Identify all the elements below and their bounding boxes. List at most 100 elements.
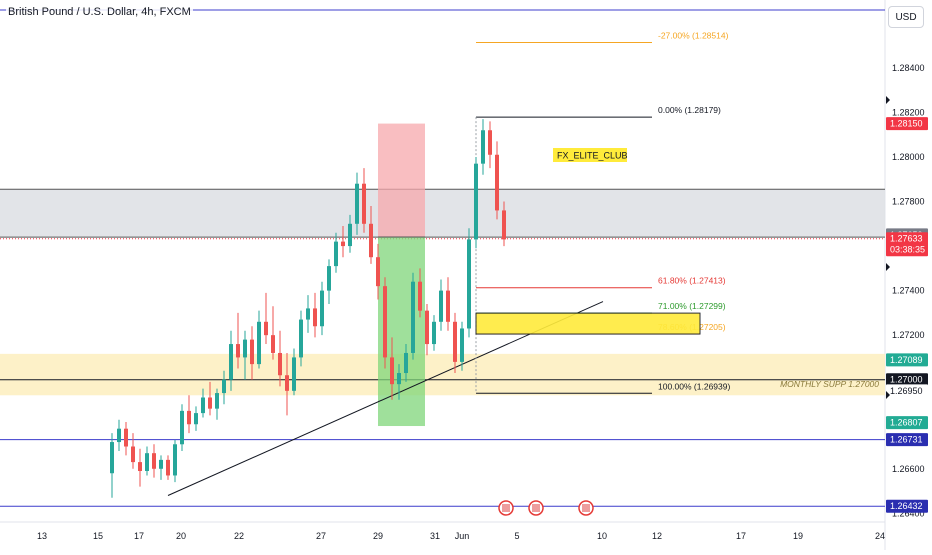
price-tick-label: 1.27800 (892, 197, 925, 207)
candle-body (166, 459, 170, 476)
candle-body (187, 410, 191, 425)
candle-body (110, 442, 114, 474)
candle-body (271, 335, 275, 353)
candle-body (425, 310, 429, 345)
price-tick-label: 1.28400 (892, 63, 925, 73)
price-tag (886, 433, 928, 447)
price-tag (886, 416, 928, 430)
candle-body (306, 308, 310, 320)
candle-body (159, 459, 163, 469)
stop-loss-box (378, 123, 425, 237)
fib-level-label: 100.00% (1.26939) (658, 381, 730, 391)
candle-body (453, 321, 457, 362)
candle-body (222, 379, 226, 394)
price-tick-label: 1.26400 (892, 508, 925, 518)
time-tick-label: 17 (736, 531, 746, 541)
time-tick-label: 19 (793, 531, 803, 541)
candle-body (313, 308, 317, 327)
axis-marker-icon (886, 263, 890, 271)
candle-body (327, 266, 331, 291)
candle-body (404, 352, 408, 374)
watermark-label: FX_ELITE_CLUB (557, 151, 628, 161)
candle-body (320, 290, 324, 327)
candle-body (138, 462, 142, 472)
candle-body (243, 339, 247, 358)
fib-level-label: -27.00% (1.28514) (658, 31, 729, 41)
us-flag-icon (532, 504, 540, 512)
candle-body (397, 373, 401, 385)
price-tag-label: 1.27089 (890, 355, 923, 365)
candle-body (467, 239, 471, 329)
candle-body (201, 397, 205, 414)
fib-level-label: 61.80% (1.27413) (658, 276, 726, 286)
candle-body (348, 223, 352, 247)
candle-body (341, 241, 345, 247)
time-tick-label: 31 (430, 531, 440, 541)
candle-body (439, 290, 443, 322)
candle-body (418, 281, 422, 311)
candle-body (362, 183, 366, 224)
axis-marker-icon (886, 96, 890, 104)
fib-level-label: 0.00% (1.28179) (658, 105, 721, 115)
axis-marker-icon (886, 391, 890, 399)
price-tag (886, 373, 928, 387)
time-tick-label: 10 (597, 531, 607, 541)
candle-body (460, 328, 464, 362)
price-tag (886, 117, 928, 131)
candle-body (278, 352, 282, 376)
candle-body (173, 444, 177, 476)
price-tick-label: 1.27200 (892, 330, 925, 340)
candle-body (152, 453, 156, 469)
candle-body (383, 286, 387, 358)
price-tag (886, 384, 928, 398)
candle-body (334, 241, 338, 267)
candle-body (257, 321, 261, 365)
candle-body (488, 130, 492, 155)
fib-level-label: 71.00% (1.27299) (658, 301, 726, 311)
price-tag-label: 1.26807 (890, 418, 923, 428)
price-tag-label: 1.27633 (890, 234, 923, 244)
candle-body (495, 154, 499, 211)
price-tag (886, 499, 928, 513)
price-tick-label: 1.28000 (892, 152, 925, 162)
candle-body (208, 397, 212, 409)
price-tag-label: 1.26731 (890, 435, 923, 445)
us-flag-icon (502, 504, 510, 512)
price-tag-label: 1.26950 (890, 386, 923, 396)
price-tick-label: 1.26600 (892, 464, 925, 474)
candle-body (131, 446, 135, 463)
candle-body (390, 357, 394, 385)
price-tag (886, 353, 928, 367)
time-tick-label: 22 (234, 531, 244, 541)
price-tick-label: 1.28200 (892, 107, 925, 117)
candle-body (229, 344, 233, 380)
candle-body (474, 163, 478, 240)
candle-body (145, 453, 149, 472)
supply-zone (0, 353, 885, 396)
time-tick-label: 12 (652, 531, 662, 541)
candle-body (250, 339, 254, 365)
currency-button[interactable]: USD (888, 6, 924, 28)
price-tick-label: 1.27400 (892, 286, 925, 296)
candle-body (194, 413, 198, 425)
candle-body (215, 393, 219, 409)
candle-body (292, 357, 296, 391)
price-tag (886, 232, 928, 257)
price-tag-label: 1.28150 (890, 119, 923, 129)
time-tick-label: 17 (134, 531, 144, 541)
time-tick-label: 27 (316, 531, 326, 541)
countdown-label: 03:38:35 (890, 245, 925, 255)
candle-body (502, 210, 506, 240)
watermark-bg (553, 148, 627, 162)
time-tick-label: 24 (875, 531, 885, 541)
time-tick-label: 20 (176, 531, 186, 541)
candle-body (411, 281, 415, 353)
candle-body (369, 223, 373, 258)
candle-body (236, 344, 240, 358)
candle-body (124, 428, 128, 447)
time-tick-label: 29 (373, 531, 383, 541)
price-tag-label: 1.27000 (890, 375, 923, 385)
candle-body (299, 319, 303, 358)
